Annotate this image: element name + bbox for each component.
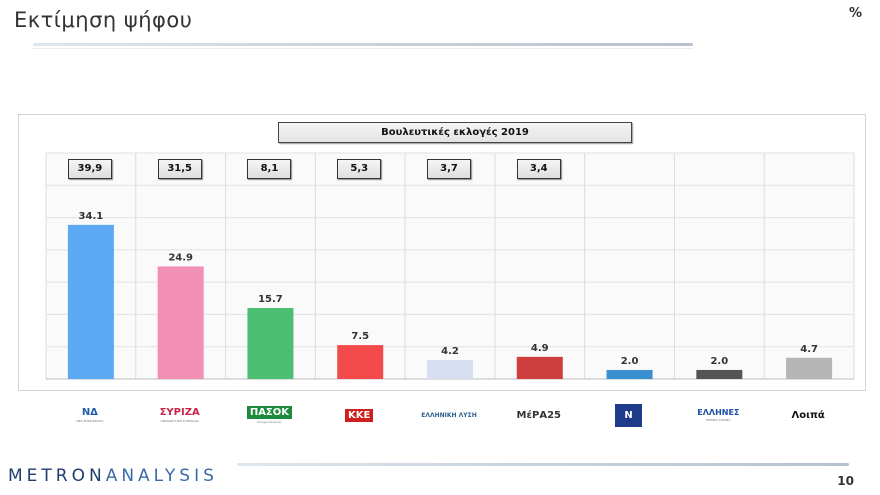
bar-3 xyxy=(247,308,294,379)
page-title: Εκτίμηση ψήφου xyxy=(14,8,193,32)
data-label-7: 2.0 xyxy=(621,356,639,367)
brand-logo: METRONANALYSIS xyxy=(8,466,218,486)
party-logo-subtitle: ΠΡΟΟΔΕΥΤΙΚΗ ΣΥΜΜΑΧΙΑ xyxy=(160,419,199,423)
party-logo-1: ΝΔ ΝΕΑ ΔΗΜΟΚΡΑΤΙΑ xyxy=(50,398,130,432)
previous-result-5: 3,7 xyxy=(427,159,471,179)
chart-title-box: Βουλευτικές εκλογές 2019 xyxy=(278,122,632,143)
party-logo-8: ΕΛΛΗΝΕΣ ΕΘΝΙΚΟ ΚΟΜΜΑ xyxy=(678,398,758,432)
page-number: 10 xyxy=(837,474,854,488)
party-logo-2: ΣΥΡΙΖΑ ΠΡΟΟΔΕΥΤΙΚΗ ΣΥΜΜΑΧΙΑ xyxy=(140,398,220,432)
footer-divider xyxy=(237,463,849,466)
data-label-1: 34.1 xyxy=(79,211,104,222)
data-label-8: 2.0 xyxy=(710,356,728,367)
bar-4 xyxy=(337,345,384,379)
party-logo-3: ΠΑΣΟΚ Κίνημα Αλλαγής xyxy=(229,398,309,432)
data-label-3: 15.7 xyxy=(258,294,283,305)
data-label-5: 4.2 xyxy=(441,346,459,357)
data-label-4: 7.5 xyxy=(351,331,369,342)
party-logo-7: Ν xyxy=(589,398,669,432)
bar-chart: 34.1 24.9 15.7 7.5 4.2 4.9 2.0 2.0 4.7 xyxy=(45,152,855,380)
party-logo-text: ΕΛΛΗΝΕΣ xyxy=(697,408,740,417)
party-logo-subtitle: ΝΕΑ ΔΗΜΟΚΡΑΤΙΑ xyxy=(76,419,104,423)
bar-2 xyxy=(157,266,204,379)
data-label-6: 4.9 xyxy=(531,343,549,354)
previous-result-3: 8,1 xyxy=(247,159,292,179)
party-logo-6: ΜέΡΑ25 xyxy=(499,398,579,432)
data-label-9: 4.7 xyxy=(800,344,818,355)
party-logo-9: Λοιπά xyxy=(768,398,848,432)
party-logo-text: ΜέΡΑ25 xyxy=(516,409,562,421)
previous-result-4: 5,3 xyxy=(337,159,382,179)
bar-5 xyxy=(427,360,473,379)
data-label-2: 24.9 xyxy=(168,252,193,263)
previous-result-1: 39,9 xyxy=(67,159,112,179)
previous-result-6: 3,4 xyxy=(516,159,561,179)
title-divider xyxy=(33,43,693,46)
party-logo-text: ΣΥΡΙΖΑ xyxy=(159,407,200,418)
party-logo-text: ΠΑΣΟΚ xyxy=(246,406,293,419)
bar-8 xyxy=(696,369,743,379)
bar-1 xyxy=(67,224,114,379)
title-divider-shadow xyxy=(33,48,693,49)
chart-frame: 34.1 24.9 15.7 7.5 4.2 4.9 2.0 2.0 4.7 xyxy=(18,114,866,391)
bar-7 xyxy=(606,369,653,379)
party-logo-text: ΝΔ xyxy=(81,407,98,418)
party-logo-5: ΕΛΛΗΝΙΚΗ ΛΥΣΗ xyxy=(409,398,489,432)
bar-6 xyxy=(516,356,563,379)
unit-label: % xyxy=(848,6,862,21)
party-logo-text: Ν xyxy=(615,403,642,427)
party-logo-subtitle: Κίνημα Αλλαγής xyxy=(257,420,282,424)
party-logo-text: ΚΚΕ xyxy=(345,408,374,422)
party-logo-text: ΕΛΛΗΝΙΚΗ ΛΥΣΗ xyxy=(421,411,477,419)
party-logo-4: ΚΚΕ xyxy=(319,398,399,432)
bar-9 xyxy=(786,357,833,379)
party-logo-subtitle: ΕΘΝΙΚΟ ΚΟΜΜΑ xyxy=(706,418,731,422)
party-logo-text: Λοιπά xyxy=(791,409,825,421)
previous-result-2: 31,5 xyxy=(157,159,202,179)
